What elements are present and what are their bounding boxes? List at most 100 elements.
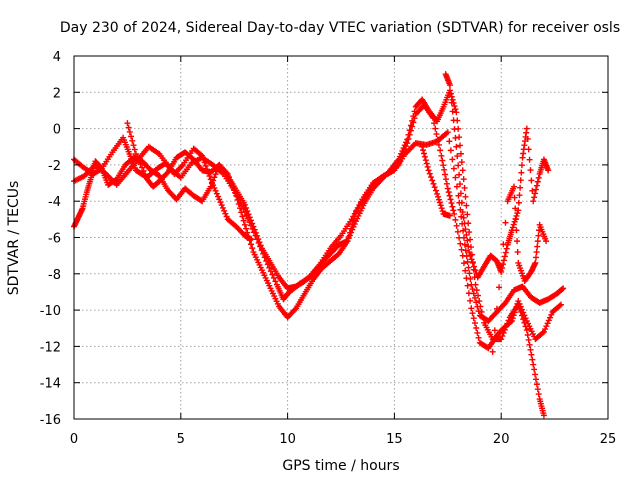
data-point <box>439 208 446 215</box>
data-point <box>230 186 237 193</box>
data-point <box>131 146 138 153</box>
data-point <box>471 294 478 301</box>
data-point <box>475 308 482 315</box>
data-point <box>421 153 428 160</box>
data-point <box>515 207 522 214</box>
data-point <box>509 315 516 322</box>
data-point <box>215 193 222 200</box>
data-point <box>349 226 356 233</box>
y-tick-label: -4 <box>48 195 61 210</box>
data-point <box>532 190 539 197</box>
data-point <box>428 174 435 181</box>
data-point <box>461 184 468 191</box>
data-point <box>466 249 473 256</box>
data-point <box>470 315 477 322</box>
data-point <box>453 143 460 150</box>
data-point <box>473 287 480 294</box>
data-point <box>491 327 498 334</box>
data-point <box>515 199 522 206</box>
y-tick-label: -16 <box>40 413 61 428</box>
data-point <box>434 136 441 143</box>
data-point <box>254 232 261 239</box>
data-point <box>468 256 475 263</box>
data-point <box>139 164 146 171</box>
data-point <box>222 210 229 217</box>
data-point <box>217 199 224 206</box>
x-tick-label: 15 <box>386 432 403 447</box>
data-point <box>449 96 456 103</box>
data-point <box>548 311 555 318</box>
axis-ticks <box>73 55 609 420</box>
data-point <box>441 166 448 173</box>
data-point <box>501 301 508 308</box>
data-point <box>444 129 451 136</box>
data-point <box>516 300 523 307</box>
data-point <box>245 211 252 218</box>
data-point <box>533 182 540 189</box>
data-point <box>243 225 250 232</box>
data-point <box>526 341 533 348</box>
data-point <box>530 361 537 368</box>
data-point <box>212 171 219 178</box>
data-point <box>257 242 264 249</box>
data-point <box>449 156 456 163</box>
y-tick-label: -2 <box>48 159 61 174</box>
data-point <box>518 306 525 313</box>
data-point <box>534 243 541 250</box>
data-point <box>132 151 139 158</box>
data-point <box>228 180 235 187</box>
data-point <box>447 196 454 203</box>
data-point <box>460 176 467 183</box>
data-point <box>535 174 542 181</box>
data-point <box>420 147 427 154</box>
data-point <box>531 194 538 201</box>
data-point <box>199 152 206 159</box>
data-marks <box>71 71 567 419</box>
data-point <box>469 259 476 266</box>
data-point <box>527 346 534 353</box>
data-point <box>445 189 452 196</box>
data-point <box>456 134 463 141</box>
data-point <box>457 150 464 157</box>
data-point <box>248 236 255 243</box>
data-point <box>524 331 531 338</box>
data-point <box>444 185 451 192</box>
data-point <box>252 229 259 236</box>
data-point <box>467 236 474 243</box>
data-point <box>451 126 458 133</box>
data-point <box>479 314 486 321</box>
data-point <box>511 309 518 316</box>
data-point <box>395 161 402 168</box>
chart-title: Day 230 of 2024, Sidereal Day-to-day VTE… <box>60 20 620 36</box>
data-point <box>465 290 472 297</box>
data-point <box>532 186 539 193</box>
data-point <box>270 274 277 281</box>
data-point <box>450 207 457 214</box>
data-point <box>247 217 254 224</box>
data-point <box>545 317 552 324</box>
data-point <box>525 336 532 343</box>
data-point <box>449 203 456 210</box>
data-point <box>510 312 517 319</box>
data-point <box>129 137 136 144</box>
data-point <box>514 249 521 256</box>
x-tick-label: 10 <box>279 432 296 447</box>
data-point <box>465 264 472 271</box>
data-point <box>422 157 429 164</box>
data-point <box>467 244 474 251</box>
data-point <box>432 125 439 132</box>
data-point <box>255 236 262 243</box>
data-point <box>226 174 233 181</box>
data-point <box>205 169 212 176</box>
data-point <box>467 297 474 304</box>
data-point <box>523 125 530 132</box>
data-point <box>533 381 540 388</box>
data-point <box>227 177 234 184</box>
y-axis-label: SDTVAR / TECUs <box>6 181 22 296</box>
y-tick-label: -10 <box>40 304 61 319</box>
data-point <box>451 210 458 217</box>
data-point <box>556 302 563 309</box>
x-tick-label: 0 <box>70 432 78 447</box>
data-point <box>241 201 248 208</box>
